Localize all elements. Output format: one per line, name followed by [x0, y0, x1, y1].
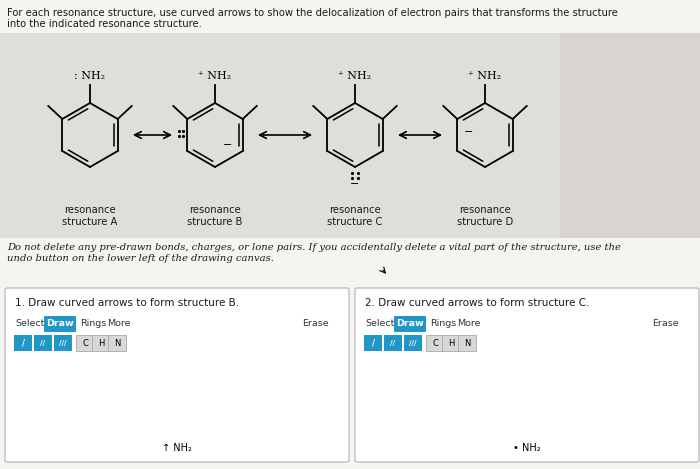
- Text: ⁺ NH₂: ⁺ NH₂: [468, 71, 502, 81]
- Text: C: C: [82, 339, 88, 348]
- Text: ///: ///: [60, 340, 66, 346]
- Text: ///: ///: [410, 340, 416, 346]
- Text: into the indicated resonance structure.: into the indicated resonance structure.: [7, 19, 202, 29]
- Text: ⁺ NH₂: ⁺ NH₂: [198, 71, 232, 81]
- Text: More: More: [107, 319, 130, 328]
- FancyBboxPatch shape: [355, 288, 699, 462]
- Text: N: N: [464, 339, 470, 348]
- FancyBboxPatch shape: [458, 335, 476, 351]
- FancyBboxPatch shape: [14, 335, 32, 351]
- Text: N: N: [114, 339, 120, 348]
- Text: //: //: [41, 340, 46, 346]
- Text: H: H: [98, 339, 104, 348]
- Text: //: //: [391, 340, 395, 346]
- Text: For each resonance structure, use curved arrows to show the delocalization of el: For each resonance structure, use curved…: [7, 8, 618, 18]
- Text: : NH₂: : NH₂: [74, 71, 106, 81]
- Text: Do not delete any pre-drawn bonds, charges, or lone pairs. If you accidentally d: Do not delete any pre-drawn bonds, charg…: [7, 243, 621, 252]
- Text: Rings: Rings: [80, 319, 106, 328]
- Text: Select: Select: [15, 319, 44, 328]
- Bar: [0, 33, 700, 238]
- FancyBboxPatch shape: [76, 335, 94, 351]
- Text: • NH₂: • NH₂: [513, 443, 541, 453]
- Text: 1. Draw curved arrows to form structure B.: 1. Draw curved arrows to form structure …: [15, 298, 239, 308]
- Text: 2. Draw curved arrows to form structure C.: 2. Draw curved arrows to form structure …: [365, 298, 589, 308]
- Text: −: −: [350, 179, 360, 189]
- Text: resonance
structure A: resonance structure A: [62, 205, 118, 227]
- Text: resonance
structure C: resonance structure C: [328, 205, 383, 227]
- FancyBboxPatch shape: [442, 335, 460, 351]
- FancyBboxPatch shape: [92, 335, 110, 351]
- FancyBboxPatch shape: [108, 335, 126, 351]
- Text: Draw: Draw: [46, 319, 74, 328]
- Text: undo button on the lower left of the drawing canvas.: undo button on the lower left of the dra…: [7, 254, 274, 263]
- FancyBboxPatch shape: [34, 335, 52, 351]
- Text: −: −: [223, 140, 232, 150]
- FancyBboxPatch shape: [44, 316, 76, 332]
- Text: Erase: Erase: [302, 319, 328, 328]
- FancyBboxPatch shape: [384, 335, 402, 351]
- FancyBboxPatch shape: [364, 335, 382, 351]
- Text: Draw: Draw: [396, 319, 424, 328]
- Text: Rings: Rings: [430, 319, 456, 328]
- Bar: [560, 33, 700, 238]
- Text: H: H: [448, 339, 454, 348]
- Text: resonance
structure B: resonance structure B: [188, 205, 243, 227]
- Text: −: −: [464, 127, 474, 137]
- FancyBboxPatch shape: [54, 335, 72, 351]
- FancyBboxPatch shape: [426, 335, 444, 351]
- Text: Select: Select: [365, 319, 394, 328]
- Text: /: /: [22, 339, 24, 348]
- Text: resonance
structure D: resonance structure D: [457, 205, 513, 227]
- Text: C: C: [432, 339, 438, 348]
- Text: ↑ NH₂: ↑ NH₂: [162, 443, 192, 453]
- Text: Erase: Erase: [652, 319, 678, 328]
- FancyBboxPatch shape: [404, 335, 422, 351]
- Text: /: /: [372, 339, 375, 348]
- FancyBboxPatch shape: [5, 288, 349, 462]
- Text: ⁺ NH₂: ⁺ NH₂: [338, 71, 372, 81]
- FancyBboxPatch shape: [394, 316, 426, 332]
- Text: More: More: [457, 319, 480, 328]
